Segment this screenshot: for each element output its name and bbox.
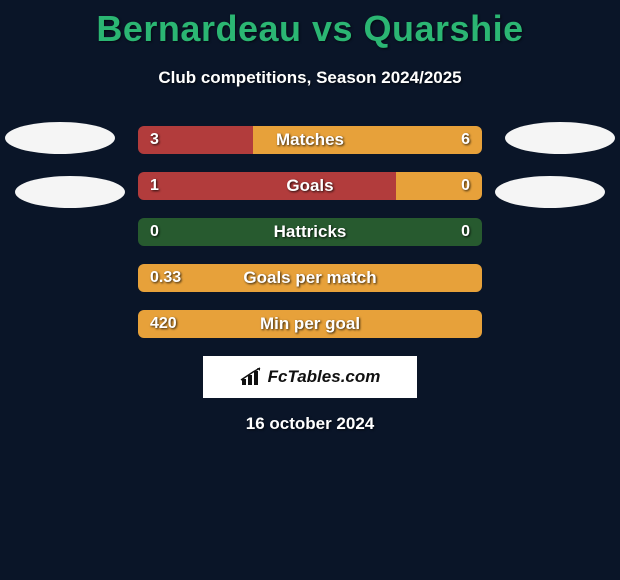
stat-label: Goals per match	[138, 264, 482, 292]
stat-row: 36Matches	[0, 126, 620, 154]
stat-label: Goals	[138, 172, 482, 200]
date-label: 16 october 2024	[0, 414, 620, 434]
stat-row: 0.33Goals per match	[0, 264, 620, 292]
stat-label: Hattricks	[138, 218, 482, 246]
brand-box: FcTables.com	[203, 356, 417, 398]
comparison-card: Bernardeau vs Quarshie Club competitions…	[0, 0, 620, 434]
stat-label: Min per goal	[138, 310, 482, 338]
stat-row: 10Goals	[0, 172, 620, 200]
stat-label: Matches	[138, 126, 482, 154]
subtitle: Club competitions, Season 2024/2025	[0, 68, 620, 88]
brand-text: FcTables.com	[268, 367, 381, 387]
brand-chart-icon	[240, 367, 264, 387]
page-title: Bernardeau vs Quarshie	[0, 8, 620, 50]
stat-row: 00Hattricks	[0, 218, 620, 246]
stat-row: 420Min per goal	[0, 310, 620, 338]
stats-area: 36Matches 10Goals 00Hattricks 0.33Goals per…	[0, 126, 620, 338]
